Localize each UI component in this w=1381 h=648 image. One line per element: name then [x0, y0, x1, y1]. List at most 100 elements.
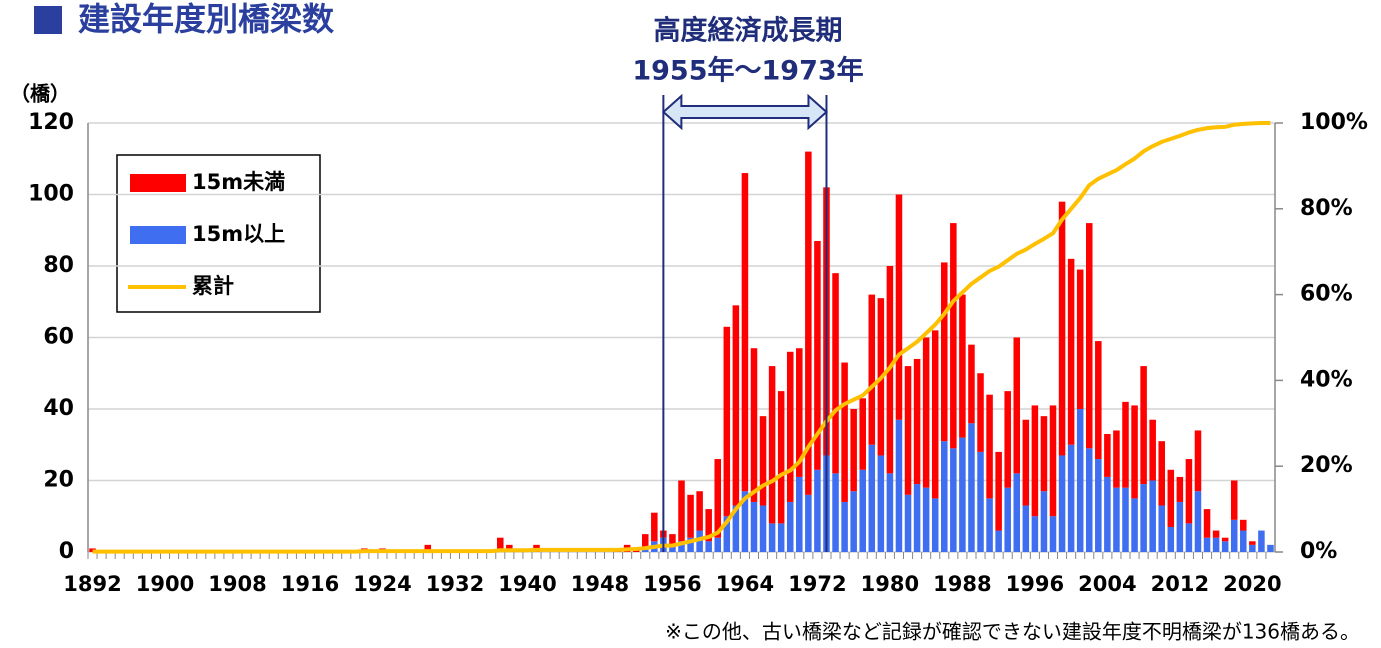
bar [1095, 459, 1102, 552]
bar [1076, 269, 1084, 409]
bar [1067, 444, 1075, 552]
bar [895, 194, 903, 420]
bar [732, 505, 740, 552]
bar [723, 516, 731, 552]
bar [1122, 401, 1129, 488]
bar [1058, 201, 1066, 456]
bar [1240, 519, 1247, 531]
legend-label: 15m以上 [192, 222, 285, 246]
bar [1085, 223, 1093, 449]
bar [1176, 501, 1184, 552]
bar [1049, 405, 1057, 517]
period-arrow [661, 93, 828, 131]
bar [1230, 519, 1238, 552]
bar [868, 294, 876, 445]
bar [777, 523, 785, 552]
bar [497, 537, 504, 552]
bar [1176, 476, 1184, 502]
bar [977, 373, 984, 452]
bar [759, 416, 767, 506]
bar [1240, 530, 1247, 552]
bar [1194, 491, 1202, 552]
x-tick-label: 2012 [1151, 572, 1209, 596]
x-tick-label: 1900 [136, 572, 194, 596]
footnote: ※この他、古い橋梁など記録が確認できない建設年度不明橋梁が136橋ある。 [665, 620, 1360, 644]
bar [1212, 530, 1220, 538]
bar [768, 366, 776, 524]
bar [1140, 366, 1147, 485]
bar [850, 491, 857, 552]
y-tick-label: 60 [43, 325, 74, 350]
bar [805, 151, 812, 495]
bar [968, 423, 975, 552]
bar [1095, 341, 1102, 460]
bar [1131, 405, 1138, 499]
bar [1076, 409, 1084, 552]
bar [1158, 505, 1165, 552]
bar [705, 509, 712, 542]
bar [1185, 523, 1193, 552]
bar [1158, 441, 1165, 506]
bar [895, 419, 903, 552]
bar [832, 473, 839, 552]
bar [1149, 419, 1156, 481]
bar [796, 348, 803, 477]
bar [696, 491, 703, 531]
bar [678, 541, 685, 552]
bar [904, 494, 912, 552]
bar [641, 548, 649, 552]
bar [959, 437, 966, 552]
bar [714, 459, 722, 538]
bar [1040, 416, 1048, 492]
y2-tick-label: 20% [1300, 453, 1353, 478]
bar [424, 544, 432, 552]
bar [841, 501, 848, 552]
bar [1122, 487, 1129, 552]
x-tick-label: 1932 [426, 572, 484, 596]
bar [714, 537, 722, 552]
x-tick-label: 1980 [861, 572, 919, 596]
y-tick-label: 0 [59, 539, 74, 564]
legend-swatch [130, 226, 186, 244]
y-tick-label: 80 [43, 253, 74, 278]
bar [651, 512, 658, 542]
bar [805, 494, 812, 552]
bar [941, 441, 948, 552]
bar [1203, 509, 1211, 538]
x-tick-label: 1892 [63, 572, 121, 596]
bar [1185, 459, 1193, 524]
y2-tick-label: 80% [1300, 196, 1353, 221]
bar [1131, 498, 1138, 552]
bar [1104, 434, 1111, 477]
y2-tick-label: 40% [1300, 367, 1353, 392]
bar [1249, 541, 1256, 545]
bar [1004, 391, 1011, 488]
x-tick-label: 1996 [1006, 572, 1064, 596]
bar [759, 505, 767, 552]
bar [922, 337, 930, 488]
bar [877, 455, 885, 552]
chart-title: 建設年度別橋梁数 [78, 0, 335, 38]
bar [741, 491, 749, 552]
bar [868, 444, 876, 552]
bar [768, 523, 776, 552]
bar [1221, 537, 1229, 542]
x-tick-label: 1940 [498, 572, 556, 596]
x-tick-label: 1908 [208, 572, 266, 596]
bar [1140, 484, 1147, 552]
bar [1113, 487, 1120, 552]
y2-tick-label: 60% [1300, 282, 1353, 307]
bar [995, 451, 1002, 531]
x-tick-label: 2020 [1223, 572, 1281, 596]
annotation: 高度経済成長期 [654, 15, 843, 47]
bar [968, 344, 975, 424]
bar [986, 394, 993, 499]
legend-label: 累計 [192, 274, 234, 298]
bar [814, 240, 821, 470]
bar [841, 362, 848, 502]
bar [1203, 537, 1211, 552]
bar [1249, 544, 1256, 552]
y-tick-label: 120 [28, 110, 74, 135]
bar [687, 494, 694, 538]
bar [850, 409, 857, 492]
